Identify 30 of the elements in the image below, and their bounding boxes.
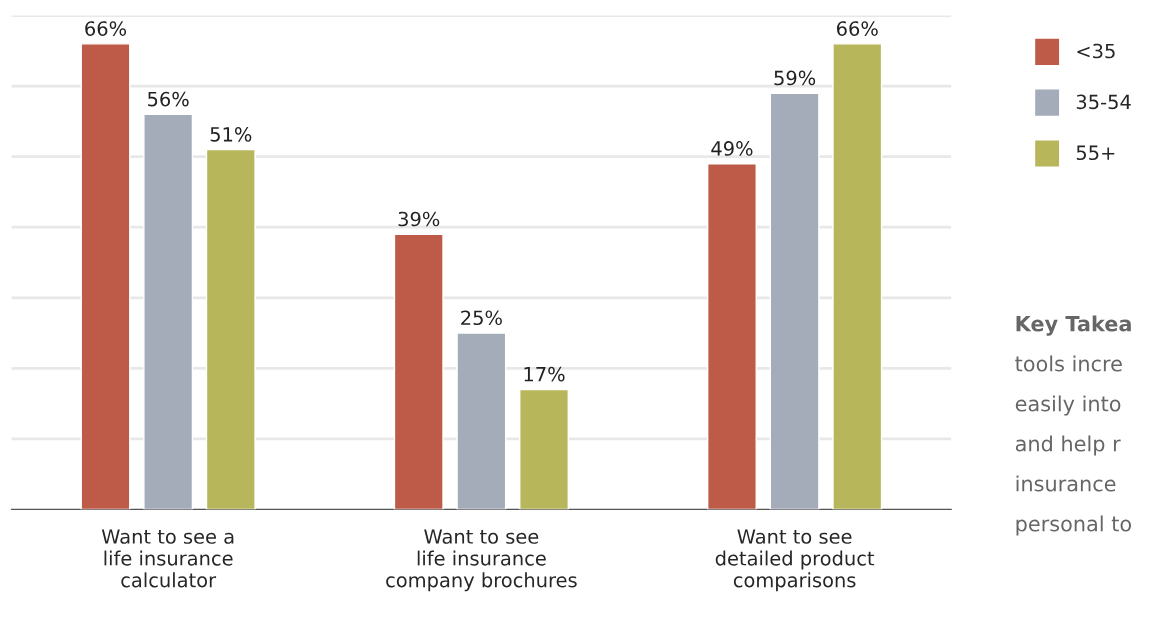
data-label: 66% [837,21,878,36]
x-tick-label: Want to see a life insurance calculator [101,529,234,588]
bar [80,43,131,510]
bar [706,163,757,510]
legend-label: <35 [1077,43,1115,59]
text: and help r [1015,435,1121,456]
data-label: 49% [711,141,753,156]
bar [143,113,194,510]
text: easily into [1015,395,1121,416]
data-label: 25% [461,310,502,326]
bar [519,388,569,510]
data-label: 59% [774,70,816,86]
data-label: 56% [148,91,189,107]
bar [393,233,444,510]
data-label: 39% [398,211,440,227]
bar [769,92,820,510]
legend-label: 35-54 [1076,94,1131,110]
x-tick-label: Want to see life insurance company brochures [386,529,577,592]
bar [205,148,256,510]
text: insurance [1016,475,1116,492]
legend-label: 55+ [1076,145,1115,161]
bar [456,332,507,510]
text: personal to [1016,515,1131,536]
text: tools incre [1015,355,1122,372]
data-label: 51% [210,127,252,142]
data-label: 66% [85,21,127,36]
data-label: 17% [524,366,565,382]
text: Key Takea [1016,315,1131,336]
x-tick-label: Want to see detailed product comparisons [715,529,875,592]
bar [832,43,883,510]
